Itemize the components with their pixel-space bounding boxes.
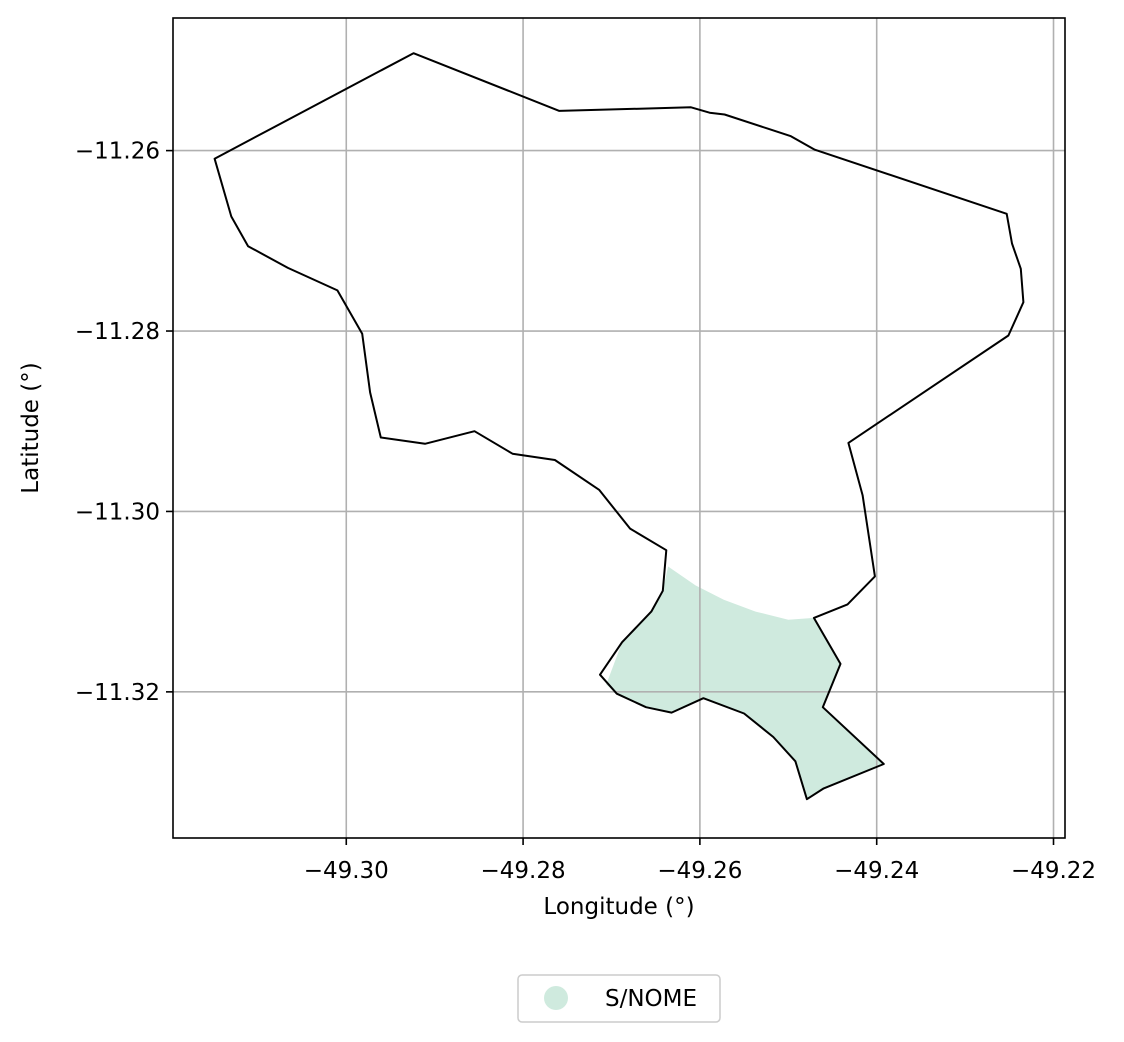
x-tick-label: −49.28 <box>481 858 566 884</box>
legend: S/NOME <box>517 974 721 1023</box>
y-tick-label: −11.26 <box>75 139 160 165</box>
plot-frame <box>172 17 1066 839</box>
municipality-boundary <box>213 52 1025 801</box>
y-tick-label: −11.30 <box>75 499 160 525</box>
legend-marker <box>544 986 568 1010</box>
x-tick-label: −49.24 <box>834 858 919 884</box>
x-tick-label: −49.30 <box>304 858 389 884</box>
map-area <box>606 566 884 800</box>
y-tick-label: −11.28 <box>75 319 160 345</box>
x-axis-title: Longitude (°) <box>543 894 694 920</box>
y-tick-label: −11.32 <box>75 680 160 706</box>
x-tick-label: −49.22 <box>1011 858 1096 884</box>
legend-frame <box>517 974 721 1023</box>
x-axis-ticks: −49.30 −49.28 −49.26 −49.24 −49.22 <box>304 838 1096 884</box>
x-tick-label: −49.26 <box>657 858 742 884</box>
y-axis-ticks: −11.26 −11.28 −11.30 −11.32 <box>75 139 173 706</box>
boundary-layer <box>213 52 1025 801</box>
region-s-nome-area <box>606 566 884 800</box>
grid-layer <box>173 18 1065 838</box>
y-axis-title: Latitude (°) <box>18 362 44 493</box>
legend-label: S/NOME <box>605 986 697 1012</box>
